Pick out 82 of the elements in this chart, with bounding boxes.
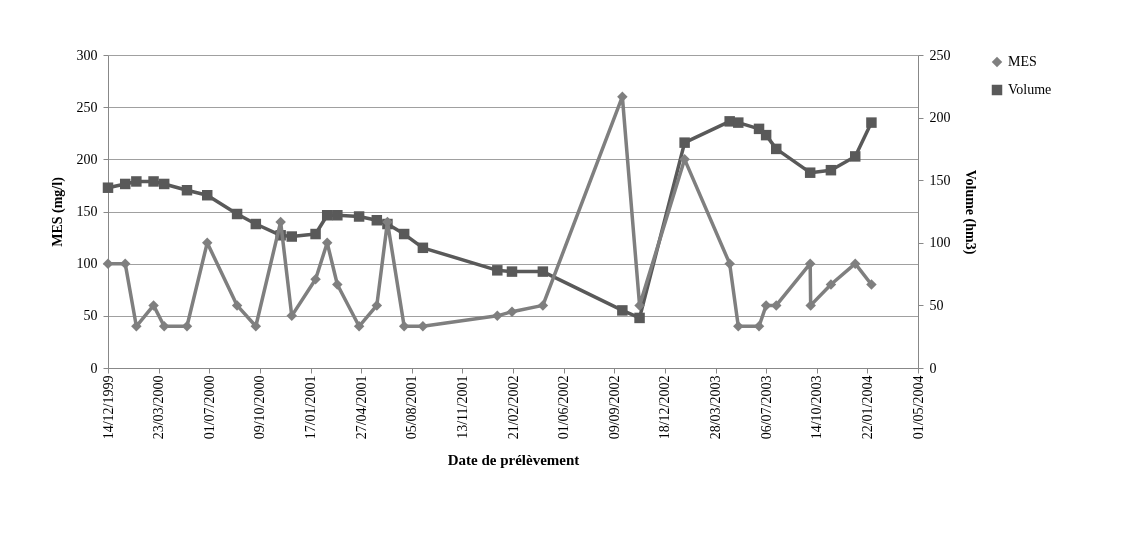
x-tick-label: 01/05/2004: [910, 375, 926, 440]
point: [131, 176, 142, 187]
x-tick-label: 27/04/2001: [353, 375, 369, 440]
x-tick-label: 28/03/2003: [708, 375, 723, 440]
point: [417, 242, 429, 254]
y2-tick-label: 0: [929, 360, 937, 376]
x-tick-label: 17/01/2001: [303, 375, 318, 440]
point: [321, 210, 333, 221]
point: [866, 279, 877, 290]
point: [733, 117, 744, 128]
x-tick-label: 22/01/2004: [859, 375, 875, 440]
point: [866, 117, 877, 128]
y2-axis-title: Volume (hm3): [961, 169, 978, 255]
point: [201, 189, 213, 201]
x-tick-label: 18/12/2002: [657, 375, 673, 440]
point: [353, 321, 365, 332]
point: [771, 143, 782, 155]
x-tick-label: 23/03/2000: [151, 375, 167, 440]
point: [310, 228, 321, 240]
point: [537, 300, 549, 311]
legend-label: Volume: [1008, 82, 1052, 97]
point: [119, 178, 131, 190]
y-axis-title: MES (mg/l): [49, 176, 66, 247]
x-tick-label: 09/09/2002: [606, 375, 622, 440]
point: [148, 300, 159, 311]
point: [825, 164, 837, 176]
x-axis-title: Date de prélèvement: [447, 452, 580, 469]
x-tick-label: 09/10/2000: [252, 375, 268, 440]
point: [506, 306, 518, 317]
legend-label: MES: [1008, 54, 1037, 69]
point: [332, 279, 343, 290]
point: [617, 305, 628, 316]
y-tick-label: 100: [76, 256, 98, 272]
point: [231, 208, 243, 220]
point: [250, 218, 262, 230]
y-tick-label: 300: [76, 47, 98, 63]
x-tick-label: 14/12/1999: [100, 375, 116, 440]
x-tick-label: 01/06/2002: [556, 375, 572, 440]
point: [353, 211, 365, 222]
y2-tick-label: 100: [929, 235, 951, 251]
point: [634, 312, 645, 324]
point: [537, 266, 549, 277]
y2-tick-label: 150: [929, 172, 951, 188]
point: [131, 321, 142, 332]
x-tick-label: 14/10/2003: [809, 375, 825, 440]
point: [617, 91, 628, 102]
point: [231, 300, 243, 311]
y2-tick-label: 250: [929, 47, 951, 63]
y-tick-label: 200: [76, 151, 98, 167]
y-tick-label: 150: [76, 204, 98, 219]
point: [286, 231, 298, 242]
y-tick-label: 0: [90, 360, 98, 376]
y-tick-label: 250: [76, 99, 98, 115]
point: [492, 310, 503, 322]
point: [849, 258, 861, 269]
point: [804, 167, 816, 178]
point: [398, 228, 410, 240]
point: [310, 274, 321, 285]
point: [724, 258, 735, 269]
point: [849, 151, 861, 162]
point: [679, 137, 690, 148]
x-tick-label: 06/07/2003: [758, 375, 774, 440]
x-tick-label: 21/02/2002: [505, 375, 521, 440]
point: [332, 210, 343, 221]
x-tick-label: 05/08/2001: [404, 375, 420, 440]
point: [771, 300, 782, 311]
point: [102, 182, 114, 193]
x-tick-label: 01/07/2000: [201, 375, 217, 440]
point: [148, 176, 159, 187]
point: [506, 266, 518, 277]
point: [760, 129, 772, 141]
point: [250, 321, 262, 332]
y-tick-label: 50: [83, 308, 98, 324]
point: [492, 265, 503, 276]
y2-tick-label: 50: [929, 297, 944, 313]
point: [371, 300, 383, 311]
point: [158, 178, 170, 190]
y2-tick-label: 200: [929, 110, 951, 126]
point: [181, 184, 193, 196]
point: [371, 215, 383, 226]
x-tick-label: 13/11/2001: [454, 375, 470, 439]
point: [825, 279, 837, 290]
